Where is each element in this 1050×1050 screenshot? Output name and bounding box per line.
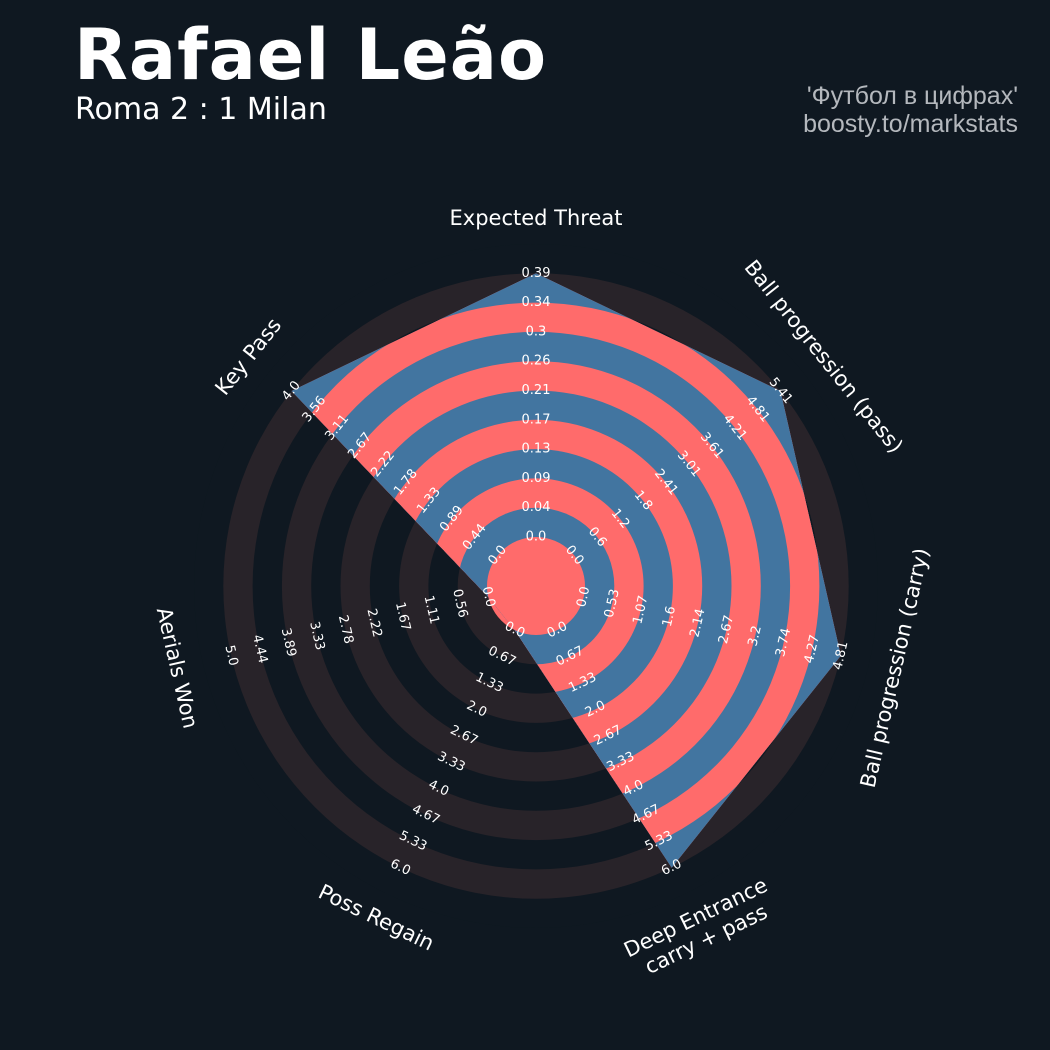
tick-label: 3.74 (773, 627, 794, 659)
tick-label: 0.13 (522, 442, 551, 457)
tick-label: 0.17 (522, 412, 551, 427)
tick-label: 0.39 (522, 266, 551, 281)
match-score-subtitle: Roma 2 : 1 Milan (75, 92, 327, 127)
tick-label: 0.21 (522, 383, 551, 398)
tick-label: 0.0 (526, 530, 547, 545)
tick-label: 1.67 (392, 601, 413, 633)
tick-label: 0.04 (522, 500, 551, 515)
tick-label: 3.2 (746, 624, 765, 648)
parameter-label: Expected Threat (450, 206, 623, 230)
tick-label: 0.3 (526, 324, 547, 339)
credit-line-2: boosty.to/markstats (803, 110, 1018, 138)
tick-label: 0.53 (602, 588, 623, 620)
tick-label: 2.22 (363, 607, 384, 639)
player-name-title: Rafael Leão (74, 14, 548, 96)
tick-label: 2.67 (716, 614, 737, 646)
value-ring-band-0 (487, 537, 585, 635)
tick-label: 2.14 (687, 607, 708, 639)
tick-label: 0.0 (574, 585, 593, 609)
tick-label: 0.0 (479, 585, 498, 609)
tick-label: 1.07 (630, 594, 651, 626)
parameter-label-line: Expected Threat (450, 206, 623, 230)
tick-label: 1.11 (421, 594, 442, 626)
tick-label: 4.81 (830, 640, 851, 672)
tick-label: 0.34 (522, 295, 551, 310)
tick-label: 4.44 (249, 633, 270, 665)
credit-line-1: 'Футбол в цифрах' (806, 82, 1018, 110)
tick-label: 0.09 (522, 471, 551, 486)
parameter-label: Aerials Won (152, 605, 203, 731)
tick-label: 5.0 (221, 644, 240, 668)
tick-label: 0.56 (449, 588, 470, 620)
tick-label: 3.89 (278, 627, 299, 659)
tick-label: 2.78 (335, 614, 356, 646)
tick-label: 1.6 (660, 605, 679, 629)
tick-label: 4.27 (802, 633, 823, 665)
tick-label: 0.26 (522, 354, 551, 369)
parameter-label-line: Aerials Won (152, 605, 203, 731)
tick-label: 3.33 (306, 620, 327, 652)
